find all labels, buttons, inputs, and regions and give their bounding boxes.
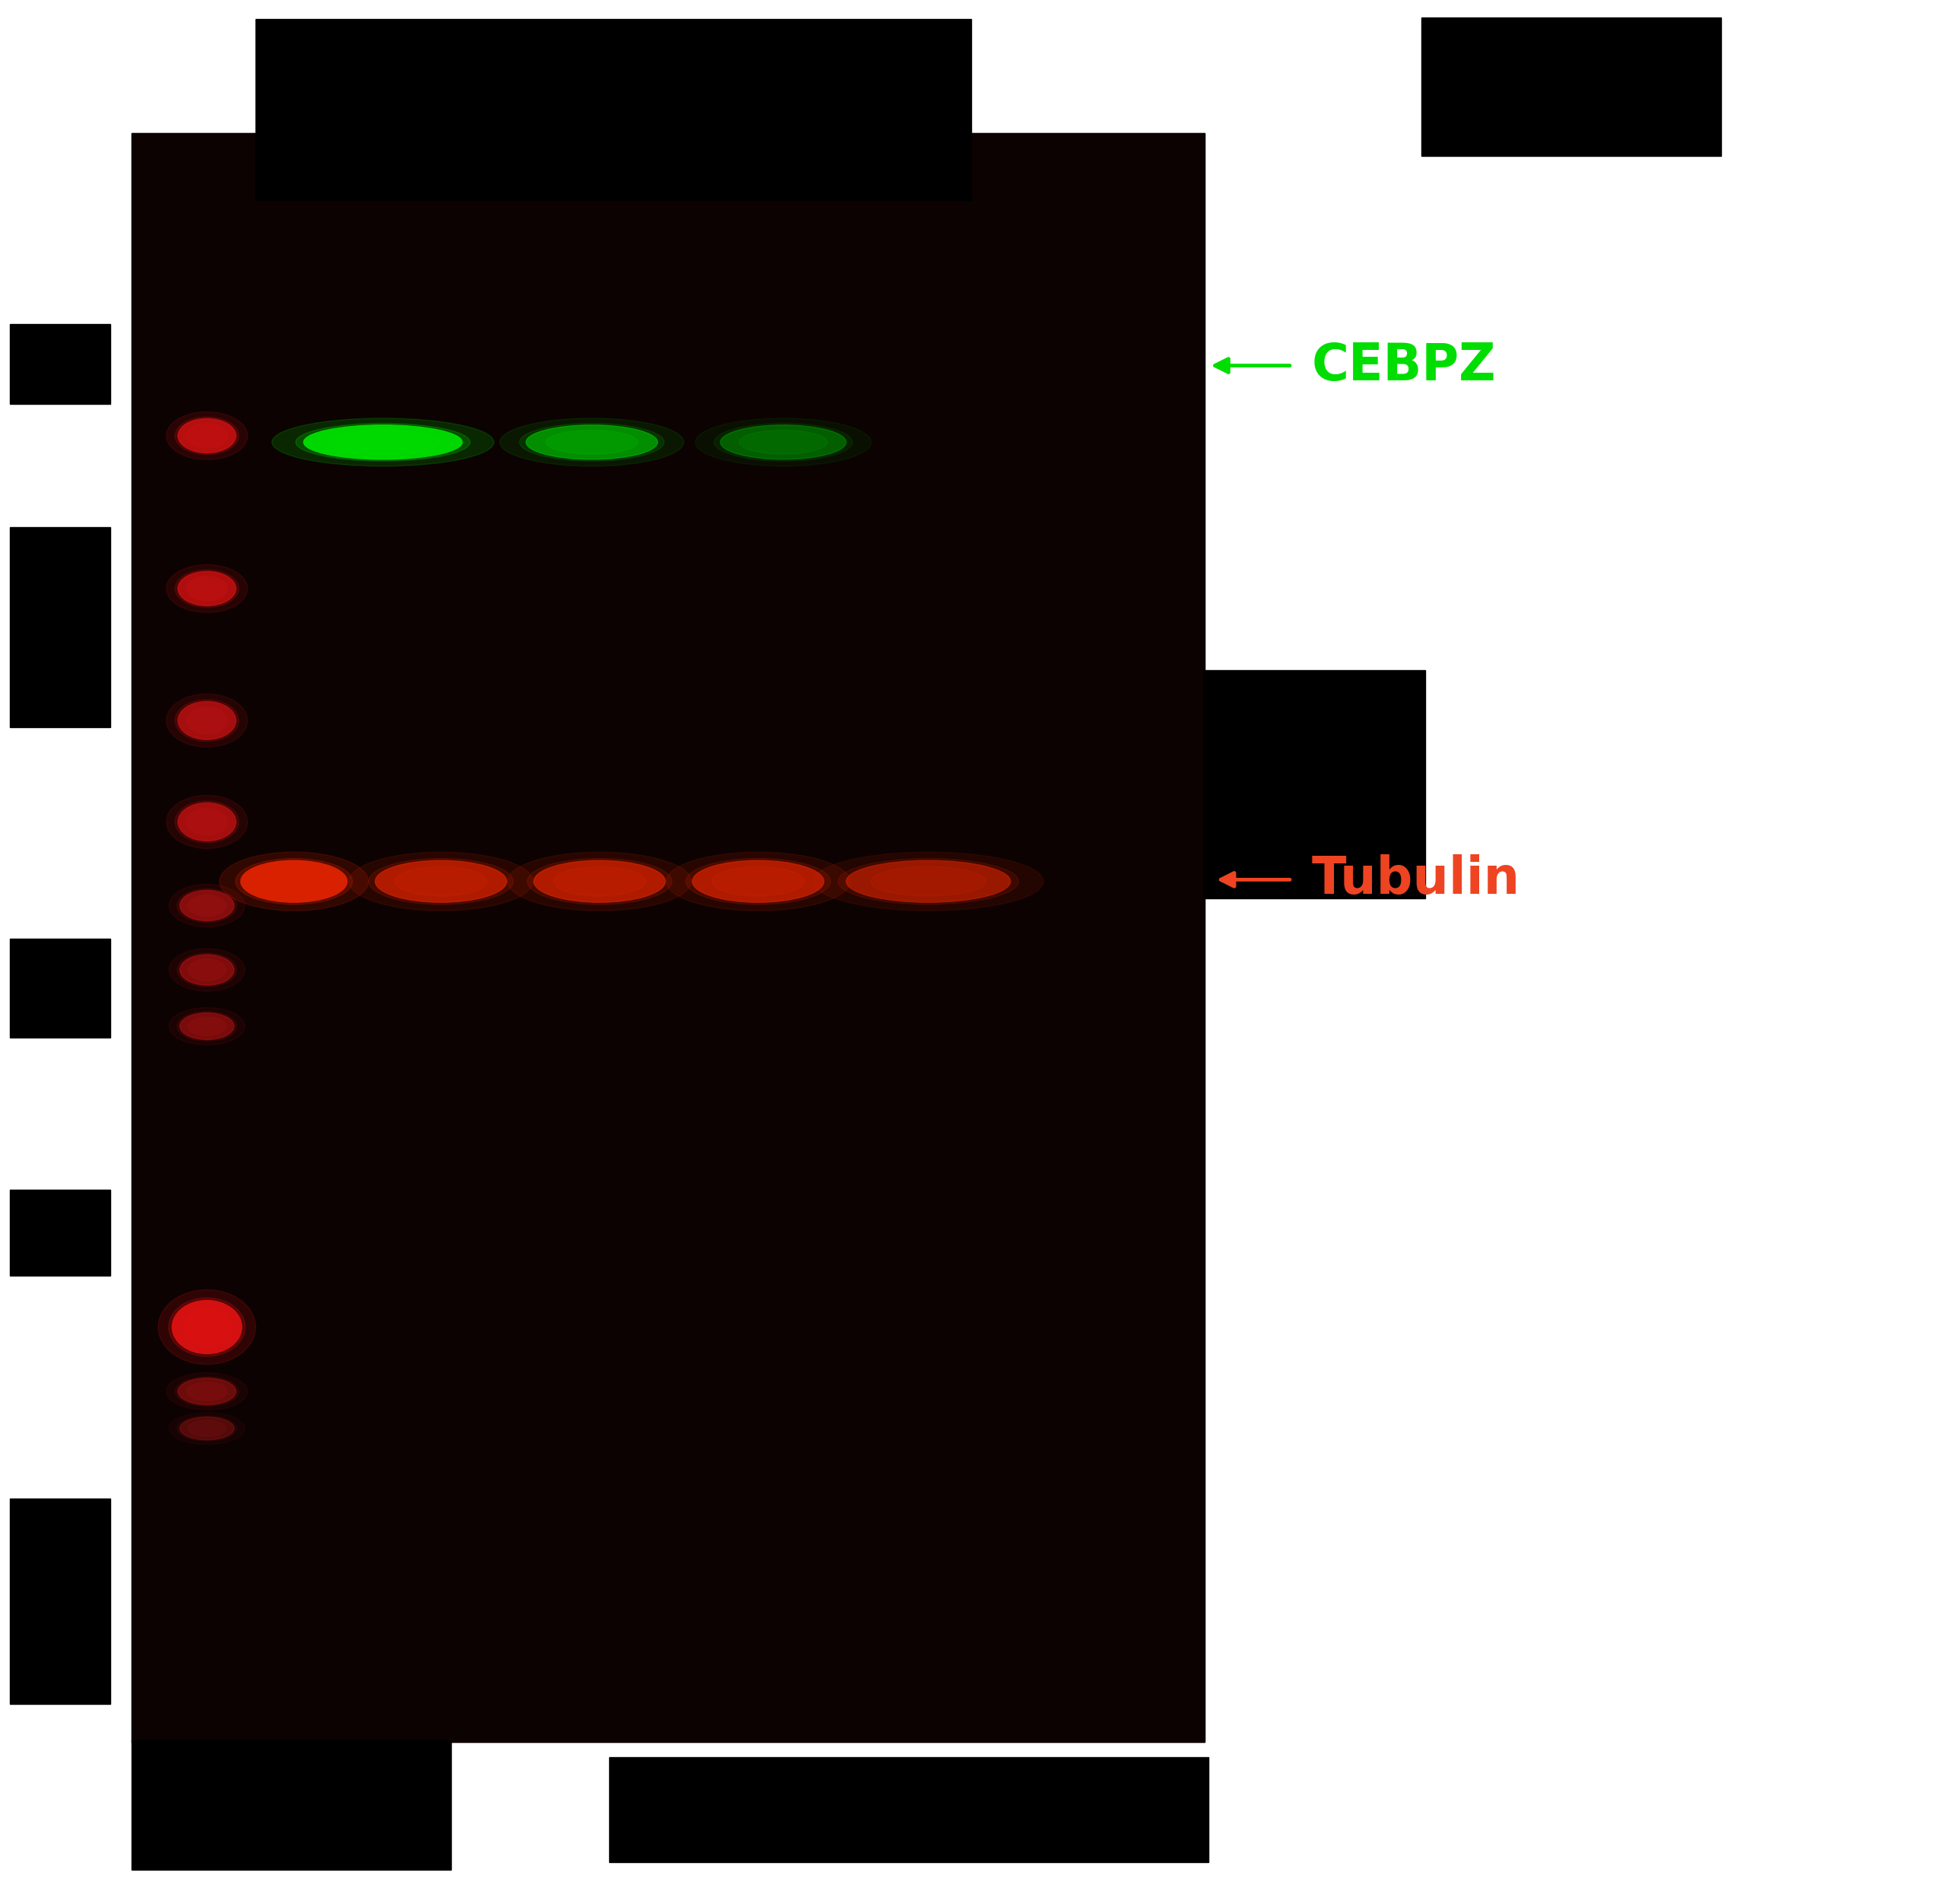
Ellipse shape (837, 859, 1019, 904)
Ellipse shape (845, 861, 1010, 902)
Ellipse shape (166, 796, 248, 849)
Ellipse shape (168, 1413, 246, 1445)
Ellipse shape (507, 853, 692, 910)
Ellipse shape (499, 419, 685, 466)
Ellipse shape (159, 1289, 255, 1365)
Ellipse shape (296, 423, 470, 461)
Ellipse shape (186, 577, 228, 600)
Ellipse shape (168, 948, 246, 992)
Bar (255, 19, 971, 200)
Ellipse shape (739, 430, 828, 455)
Bar (609, 1757, 1209, 1862)
Ellipse shape (168, 1007, 246, 1045)
Ellipse shape (180, 891, 234, 922)
Ellipse shape (174, 1377, 240, 1405)
Ellipse shape (172, 1300, 242, 1354)
Ellipse shape (166, 411, 248, 459)
Text: CEBPZ: CEBPZ (1311, 341, 1495, 390)
Ellipse shape (719, 425, 847, 459)
Ellipse shape (166, 565, 248, 613)
Ellipse shape (178, 889, 236, 922)
Ellipse shape (714, 423, 853, 461)
Ellipse shape (186, 706, 228, 733)
Ellipse shape (178, 1378, 236, 1405)
Ellipse shape (240, 861, 348, 902)
Ellipse shape (166, 1373, 248, 1411)
Ellipse shape (870, 866, 986, 897)
Ellipse shape (178, 571, 236, 605)
Ellipse shape (375, 861, 507, 902)
Bar (132, 133, 1205, 1742)
Ellipse shape (348, 853, 534, 910)
Ellipse shape (180, 1013, 234, 1040)
Ellipse shape (219, 853, 367, 910)
Ellipse shape (712, 866, 805, 897)
Ellipse shape (665, 853, 851, 910)
Ellipse shape (528, 859, 671, 904)
Ellipse shape (178, 803, 236, 842)
Ellipse shape (178, 1417, 236, 1441)
Bar (10, 1190, 110, 1276)
Bar (10, 324, 110, 404)
Ellipse shape (236, 859, 352, 904)
Ellipse shape (168, 883, 246, 927)
Ellipse shape (186, 809, 228, 836)
Ellipse shape (178, 419, 236, 453)
Ellipse shape (520, 423, 663, 461)
Ellipse shape (327, 430, 439, 455)
Ellipse shape (188, 895, 226, 916)
Ellipse shape (534, 861, 665, 902)
Bar (10, 527, 110, 727)
Ellipse shape (186, 1382, 228, 1401)
Ellipse shape (395, 866, 487, 897)
Ellipse shape (182, 1308, 232, 1346)
Ellipse shape (168, 1299, 246, 1356)
Ellipse shape (687, 859, 830, 904)
Ellipse shape (178, 701, 236, 739)
Bar (10, 1498, 110, 1704)
Text: Tubulin: Tubulin (1311, 855, 1520, 904)
Bar (1421, 17, 1721, 156)
Ellipse shape (180, 1417, 234, 1439)
Ellipse shape (257, 866, 331, 897)
Bar (10, 939, 110, 1038)
Ellipse shape (812, 853, 1044, 910)
Ellipse shape (545, 430, 638, 455)
Ellipse shape (180, 954, 234, 984)
Ellipse shape (304, 425, 462, 459)
Ellipse shape (188, 1420, 226, 1436)
Ellipse shape (178, 1011, 236, 1041)
Ellipse shape (526, 425, 658, 459)
Ellipse shape (174, 417, 240, 455)
Bar (132, 133, 1205, 1742)
Ellipse shape (696, 419, 870, 466)
Ellipse shape (174, 699, 240, 741)
Ellipse shape (273, 419, 493, 466)
Bar (132, 1740, 451, 1870)
Ellipse shape (174, 569, 240, 607)
Ellipse shape (553, 866, 646, 897)
Ellipse shape (369, 859, 513, 904)
Ellipse shape (174, 802, 240, 843)
Ellipse shape (692, 861, 824, 902)
Ellipse shape (178, 954, 236, 986)
Ellipse shape (186, 425, 228, 447)
Ellipse shape (188, 1017, 226, 1036)
Bar (1203, 670, 1425, 899)
Ellipse shape (166, 693, 248, 746)
Ellipse shape (188, 960, 226, 981)
